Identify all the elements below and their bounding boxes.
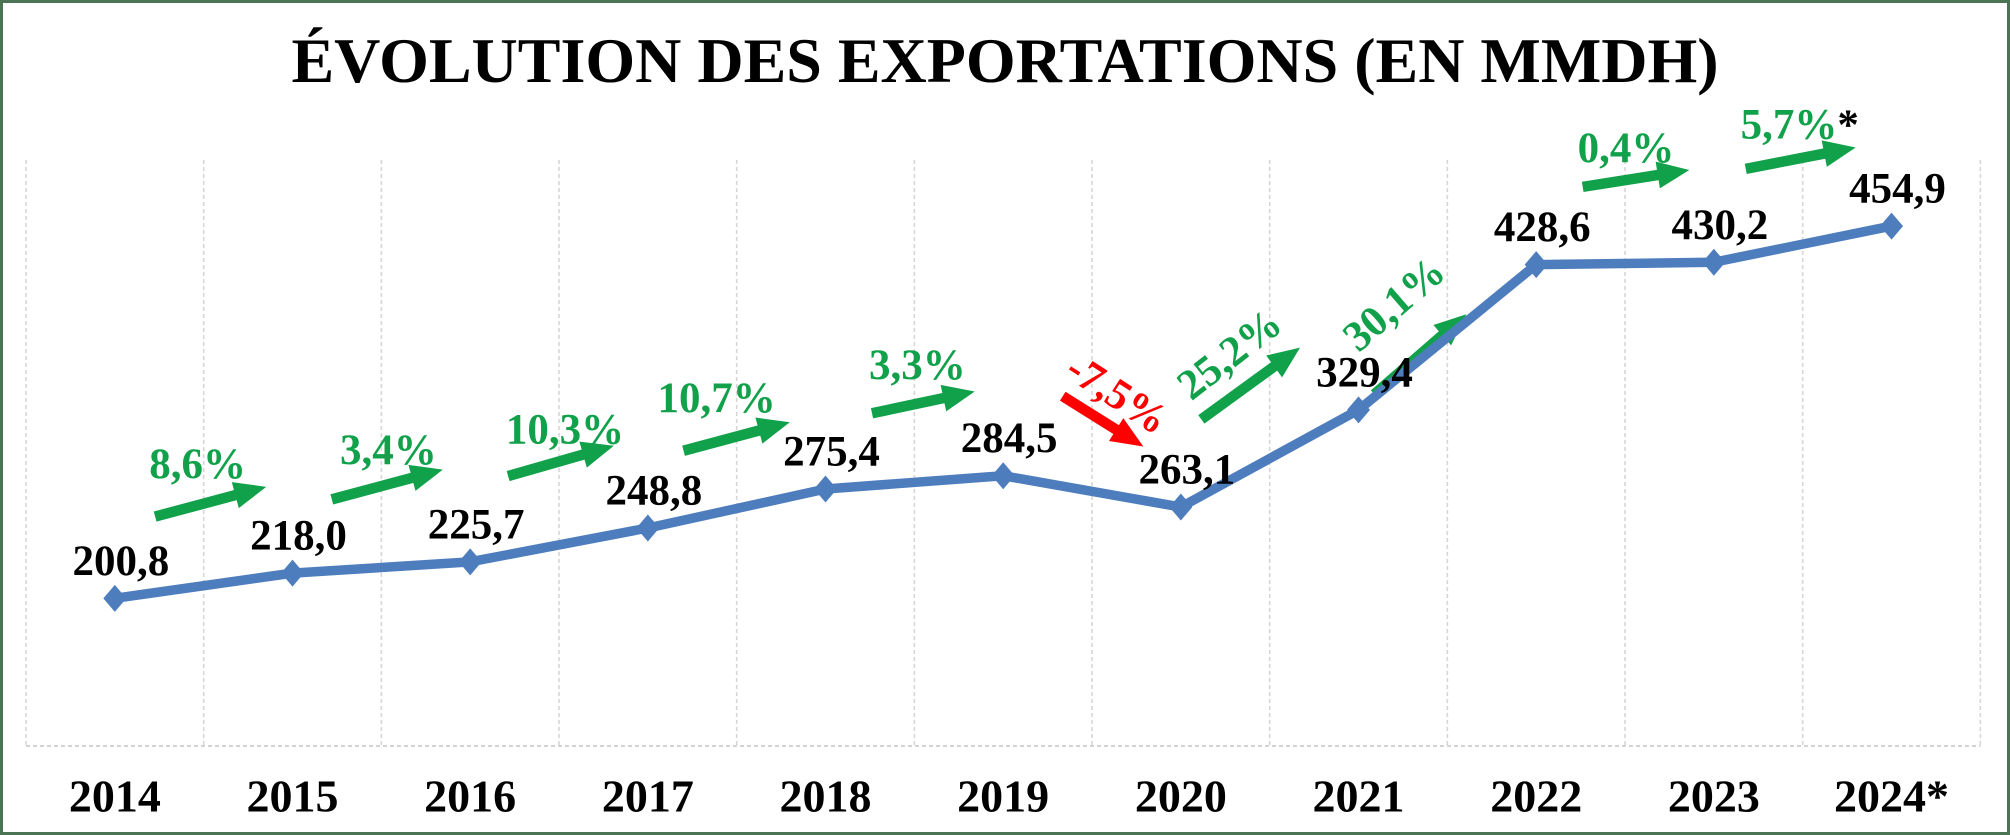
change-arrow-shaft [330, 471, 420, 505]
change-arrow-shaft [1198, 358, 1283, 424]
change-percent-label: 5,7%* [1741, 102, 1859, 149]
x-axis-year-label: 2018 [780, 771, 872, 822]
x-axis-year-label: 2014 [69, 771, 161, 822]
up-arrow-icon [408, 464, 443, 491]
change-arrow-shaft [870, 391, 951, 419]
change-arrow-shaft [682, 423, 767, 456]
value-label: 275,4 [783, 429, 880, 476]
x-axis-year-label: 2016 [424, 771, 516, 822]
change-arrow-shaft [506, 447, 591, 482]
data-point-marker [1880, 212, 1904, 240]
value-label: 263,1 [1138, 447, 1235, 494]
data-point-marker [103, 584, 127, 612]
data-point-marker [458, 548, 482, 576]
value-label: 454,9 [1849, 166, 1946, 213]
data-point-marker [1347, 396, 1371, 424]
value-label: 428,6 [1494, 204, 1591, 251]
x-axis-year-label: 2019 [957, 771, 1049, 822]
x-axis-year-label: 2022 [1490, 771, 1582, 822]
up-arrow-icon [940, 384, 975, 412]
data-point-marker [1702, 248, 1726, 276]
data-point-marker [991, 462, 1015, 490]
change-arrow-shaft [1059, 391, 1125, 438]
down-arrow-icon [1109, 418, 1144, 447]
data-point-marker [1524, 251, 1548, 279]
value-label: 284,5 [961, 415, 1058, 462]
x-axis-year-label: 2021 [1313, 771, 1405, 822]
up-arrow-icon [755, 417, 790, 444]
x-axis-year-label: 2020 [1135, 771, 1227, 822]
change-percent-label: 3,3% [869, 342, 966, 389]
change-percent-label: 3,4% [340, 427, 437, 474]
change-percent-label: 0,4% [1578, 125, 1675, 172]
value-label: 218,0 [250, 513, 347, 560]
data-point-marker [636, 514, 660, 542]
data-point-marker [814, 475, 838, 503]
up-arrow-icon [579, 441, 614, 468]
x-axis-year-label: 2017 [602, 771, 694, 822]
chart-title: ÉVOLUTION DES EXPORTATIONS (EN MMDH) [291, 25, 1719, 96]
up-arrow-icon [1266, 347, 1301, 378]
value-label: 430,2 [1671, 202, 1768, 249]
x-axis-year-label: 2023 [1668, 771, 1760, 822]
data-point-marker [1169, 493, 1193, 521]
data-point-marker [281, 559, 305, 587]
up-arrow-icon [1655, 161, 1690, 189]
change-arrow-shaft [153, 488, 243, 522]
x-axis-year-label: 2024* [1834, 771, 1949, 822]
change-arrow-shaft [1744, 147, 1832, 175]
up-arrow-icon [231, 482, 267, 509]
change-percent-label: 10,7% [658, 375, 776, 422]
change-arrow-shaft [1581, 168, 1665, 193]
value-label: 225,7 [428, 501, 525, 548]
x-axis-year-label: 2015 [247, 771, 339, 822]
change-percent-label: 10,3% [506, 406, 624, 453]
value-label: 329,4 [1316, 349, 1413, 396]
up-arrow-icon [1821, 140, 1856, 167]
change-percent-label: 8,6% [149, 441, 246, 488]
value-label: 200,8 [72, 538, 169, 585]
value-label: 248,8 [605, 468, 702, 515]
